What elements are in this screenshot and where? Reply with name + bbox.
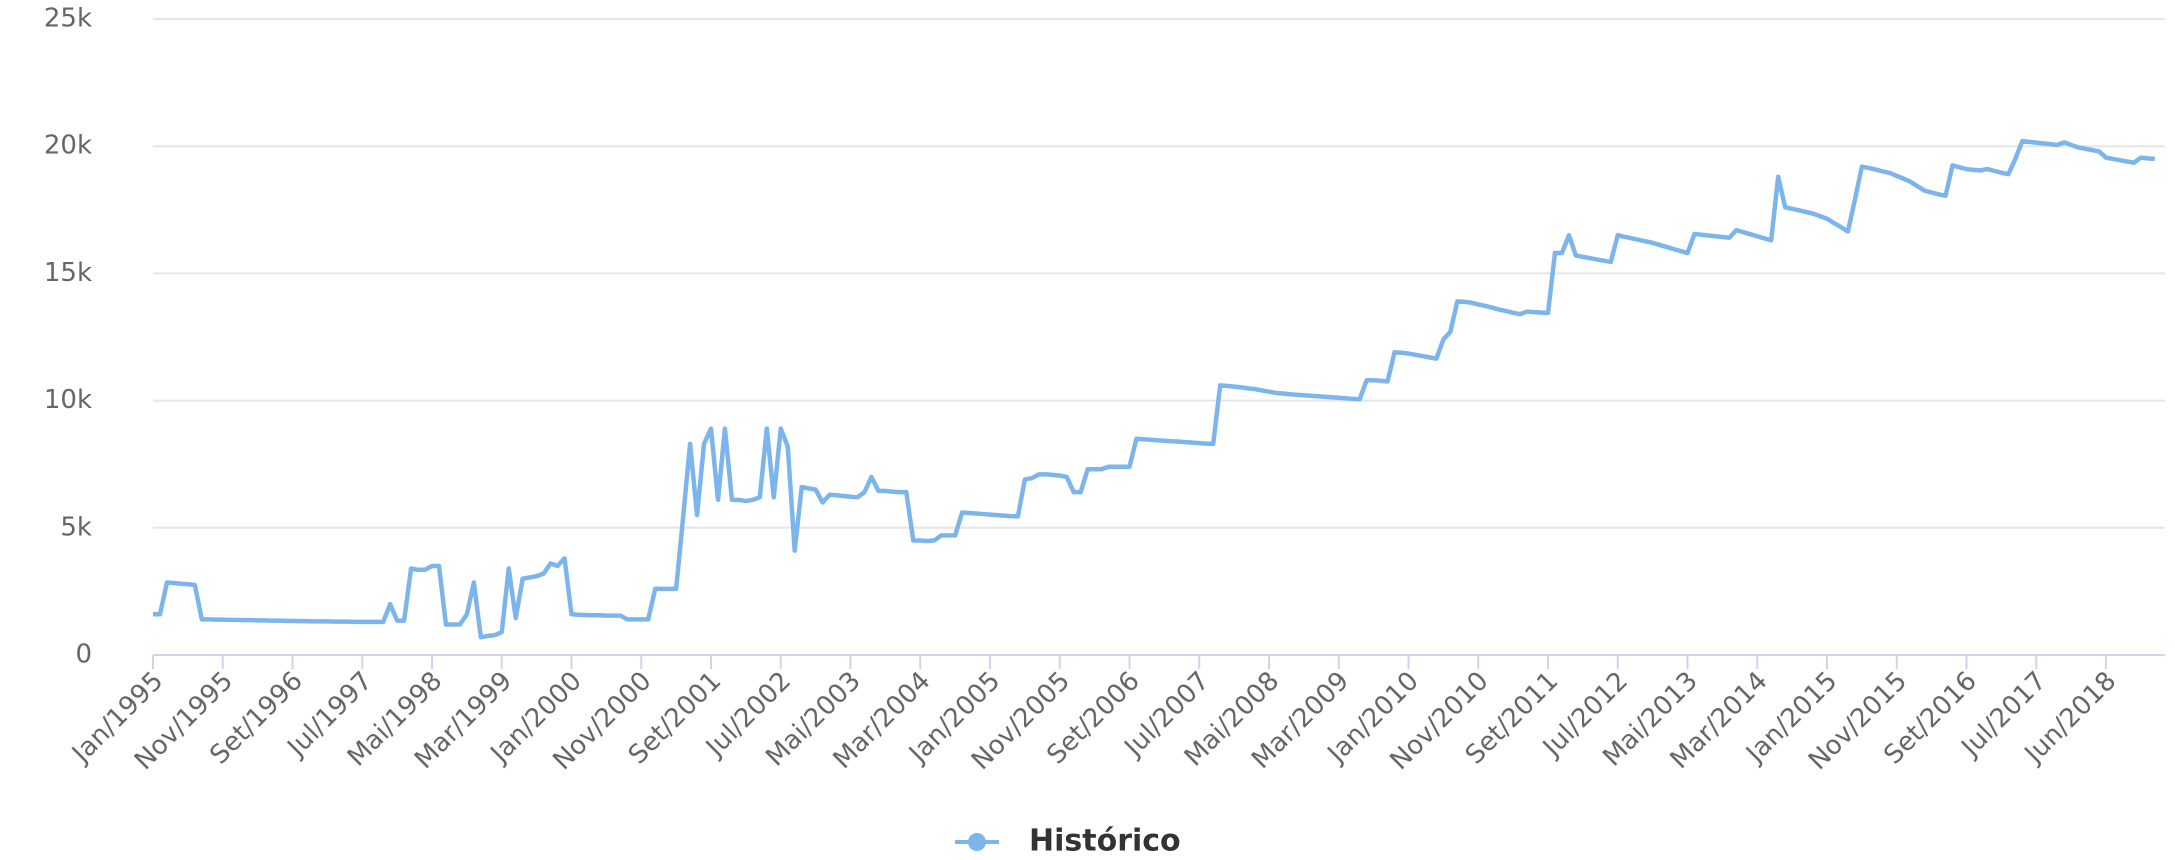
legend-label: Histórico — [1029, 824, 1181, 857]
y-tick-label: 15k — [44, 258, 92, 288]
y-tick-label: 0 — [75, 640, 92, 670]
y-tick-label: 10k — [44, 385, 92, 415]
series-line — [153, 138, 2155, 640]
y-tick-label: 25k — [44, 4, 92, 34]
legend-symbol-marker — [968, 833, 986, 851]
y-tick-label: 5k — [60, 512, 92, 542]
y-tick-label: 20k — [44, 131, 92, 161]
